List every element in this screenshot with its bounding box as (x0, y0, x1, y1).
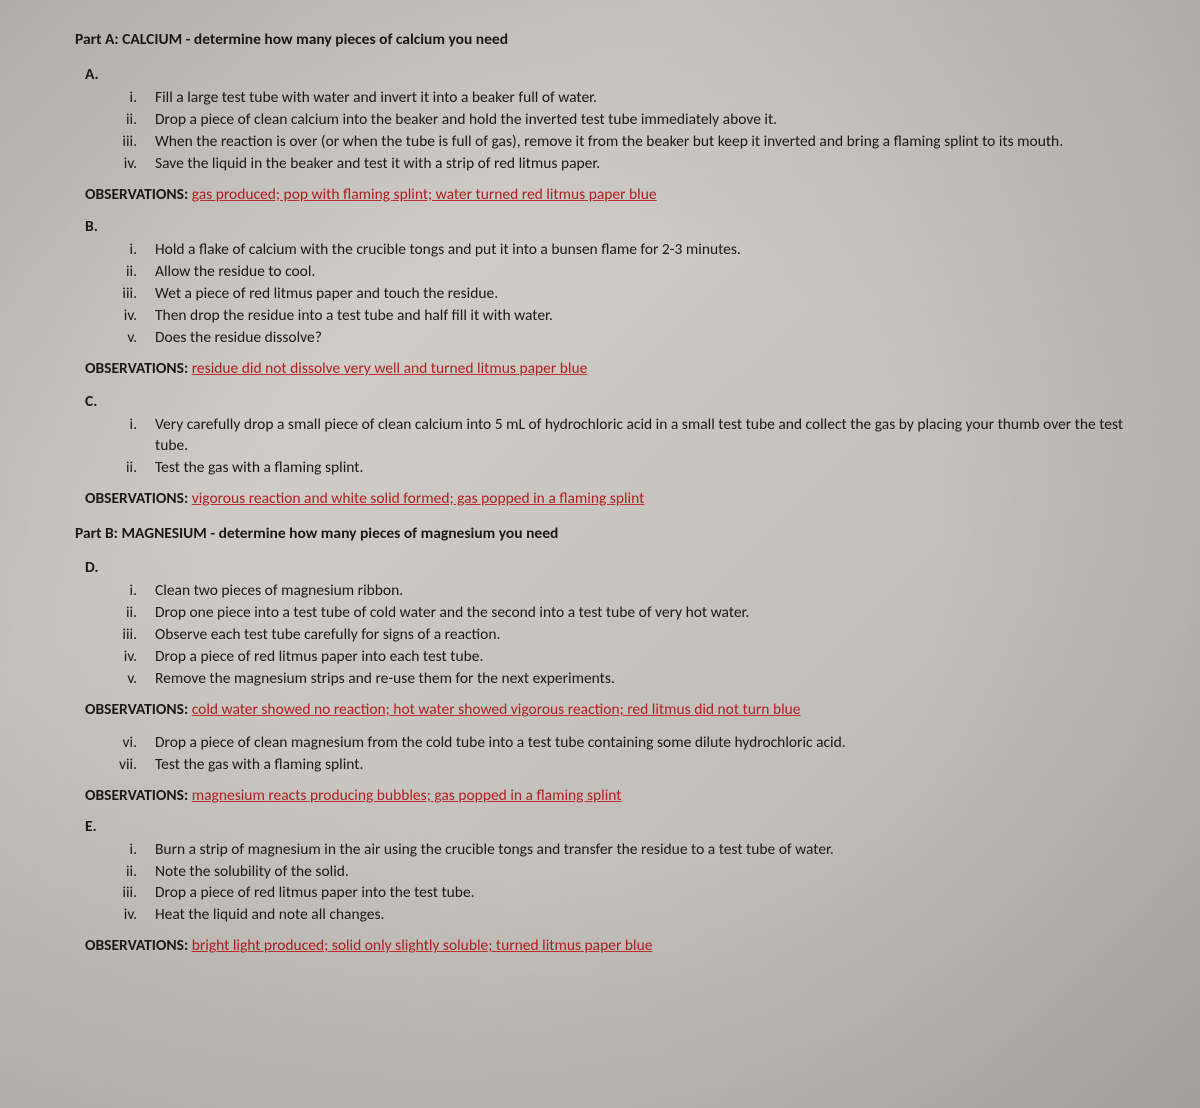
section-c-observations: OBSERVATIONS: vigorous reaction and whit… (85, 489, 1130, 510)
item-text: Hold a flake of calcium with the crucibl… (155, 240, 1130, 261)
item-text: Very carefully drop a small piece of cle… (155, 415, 1130, 457)
list-item: ii.Test the gas with a flaming splint. (75, 458, 1130, 479)
list-item: v.Does the residue dissolve? (75, 328, 1130, 349)
part-a-header: Part A: CALCIUM - determine how many pie… (75, 30, 1130, 51)
item-num: iv. (75, 154, 155, 175)
list-item: i.Clean two pieces of magnesium ribbon. (75, 581, 1130, 602)
item-text: Remove the magnesium strips and re-use t… (155, 669, 1130, 690)
item-text: Test the gas with a flaming splint. (155, 755, 1130, 776)
item-text: Test the gas with a flaming splint. (155, 458, 1130, 479)
obs-text: cold water showed no reaction; hot water… (192, 700, 801, 719)
section-b-observations: OBSERVATIONS: residue did not dissolve v… (85, 359, 1130, 380)
item-text: Drop a piece of clean magnesium from the… (155, 733, 1130, 754)
list-item: iv.Drop a piece of red litmus paper into… (75, 647, 1130, 668)
item-text: Allow the residue to cool. (155, 262, 1130, 283)
section-a-observations: OBSERVATIONS: gas produced; pop with fla… (85, 185, 1130, 206)
item-text: Note the solubility of the solid. (155, 862, 1130, 883)
obs-label: OBSERVATIONS: (85, 489, 192, 508)
item-num: ii. (75, 862, 155, 883)
item-num: v. (75, 669, 155, 690)
item-text: Drop a piece of red litmus paper into th… (155, 883, 1130, 904)
item-text: Clean two pieces of magnesium ribbon. (155, 581, 1130, 602)
list-item: iv.Then drop the residue into a test tub… (75, 306, 1130, 327)
list-item: iii.Wet a piece of red litmus paper and … (75, 284, 1130, 305)
item-text: Does the residue dissolve? (155, 328, 1130, 349)
obs-text: bright light produced; solid only slight… (192, 936, 653, 955)
item-num: iii. (75, 284, 155, 305)
obs-label: OBSERVATIONS: (85, 700, 192, 719)
item-text: Heat the liquid and note all changes. (155, 905, 1130, 926)
item-text: Drop one piece into a test tube of cold … (155, 603, 1130, 624)
item-text: Observe each test tube carefully for sig… (155, 625, 1130, 646)
item-num: iv. (75, 647, 155, 668)
obs-text: residue did not dissolve very well and t… (192, 359, 588, 378)
item-text: Then drop the residue into a test tube a… (155, 306, 1130, 327)
section-c-letter: C. (85, 392, 1130, 413)
obs-text: vigorous reaction and white solid formed… (192, 489, 645, 508)
item-text: Burn a strip of magnesium in the air usi… (155, 840, 1130, 861)
part-b-header: Part B: MAGNESIUM - determine how many p… (75, 524, 1130, 545)
section-e-observations: OBSERVATIONS: bright light produced; sol… (85, 936, 1130, 957)
item-text: Wet a piece of red litmus paper and touc… (155, 284, 1130, 305)
section-d-list-2: vi.Drop a piece of clean magnesium from … (75, 733, 1130, 776)
list-item: iii.When the reaction is over (or when t… (75, 132, 1130, 153)
section-e-list: i.Burn a strip of magnesium in the air u… (75, 840, 1130, 927)
obs-label: OBSERVATIONS: (85, 359, 192, 378)
item-num: ii. (75, 262, 155, 283)
item-num: iii. (75, 625, 155, 646)
section-d-list: i.Clean two pieces of magnesium ribbon. … (75, 581, 1130, 690)
list-item: ii.Drop one piece into a test tube of co… (75, 603, 1130, 624)
item-num: iii. (75, 883, 155, 904)
item-num: vi. (75, 733, 155, 754)
obs-text: magnesium reacts producing bubbles; gas … (192, 786, 622, 805)
item-num: i. (75, 415, 155, 436)
item-num: vii. (75, 755, 155, 776)
list-item: i.Very carefully drop a small piece of c… (75, 415, 1130, 457)
item-num: ii. (75, 110, 155, 131)
obs-text: gas produced; pop with flaming splint; w… (192, 185, 657, 204)
list-item: vi.Drop a piece of clean magnesium from … (75, 733, 1130, 754)
obs-label: OBSERVATIONS: (85, 786, 192, 805)
list-item: iv.Heat the liquid and note all changes. (75, 905, 1130, 926)
list-item: i.Burn a strip of magnesium in the air u… (75, 840, 1130, 861)
item-num: i. (75, 840, 155, 861)
item-text: Drop a piece of clean calcium into the b… (155, 110, 1130, 131)
list-item: vii.Test the gas with a flaming splint. (75, 755, 1130, 776)
item-text: Save the liquid in the beaker and test i… (155, 154, 1130, 175)
list-item: i.Hold a flake of calcium with the cruci… (75, 240, 1130, 261)
section-d-observations-2: OBSERVATIONS: magnesium reacts producing… (85, 786, 1130, 807)
section-a-list: i.Fill a large test tube with water and … (75, 88, 1130, 175)
obs-label: OBSERVATIONS: (85, 185, 192, 204)
list-item: v.Remove the magnesium strips and re-use… (75, 669, 1130, 690)
item-text: Drop a piece of red litmus paper into ea… (155, 647, 1130, 668)
item-num: ii. (75, 603, 155, 624)
list-item: ii.Note the solubility of the solid. (75, 862, 1130, 883)
item-num: ii. (75, 458, 155, 479)
item-num: iii. (75, 132, 155, 153)
section-a-letter: A. (85, 65, 1130, 86)
list-item: ii.Drop a piece of clean calcium into th… (75, 110, 1130, 131)
section-d-letter: D. (85, 558, 1130, 579)
section-c-list: i.Very carefully drop a small piece of c… (75, 415, 1130, 479)
section-b-list: i.Hold a flake of calcium with the cruci… (75, 240, 1130, 349)
worksheet-page: Part A: CALCIUM - determine how many pie… (0, 0, 1200, 997)
section-e-letter: E. (85, 817, 1130, 838)
item-num: i. (75, 581, 155, 602)
item-text: Fill a large test tube with water and in… (155, 88, 1130, 109)
list-item: iii.Drop a piece of red litmus paper int… (75, 883, 1130, 904)
item-num: iv. (75, 905, 155, 926)
list-item: i.Fill a large test tube with water and … (75, 88, 1130, 109)
obs-label: OBSERVATIONS: (85, 936, 192, 955)
section-b-letter: B. (85, 217, 1130, 238)
list-item: iii.Observe each test tube carefully for… (75, 625, 1130, 646)
item-num: i. (75, 88, 155, 109)
item-text: When the reaction is over (or when the t… (155, 132, 1130, 153)
list-item: ii.Allow the residue to cool. (75, 262, 1130, 283)
item-num: v. (75, 328, 155, 349)
section-d-observations-1: OBSERVATIONS: cold water showed no react… (85, 700, 1130, 721)
list-item: iv.Save the liquid in the beaker and tes… (75, 154, 1130, 175)
item-num: iv. (75, 306, 155, 327)
item-num: i. (75, 240, 155, 261)
